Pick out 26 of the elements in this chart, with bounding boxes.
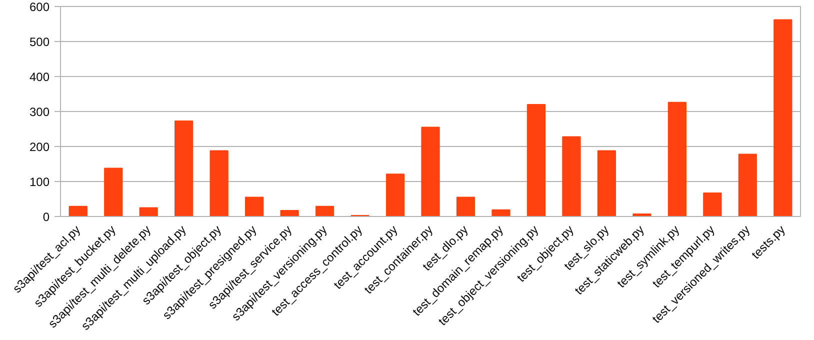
y-tick-label: 300 — [29, 105, 50, 119]
bar — [315, 206, 334, 216]
bar — [738, 154, 757, 216]
y-tick-label: 500 — [29, 35, 50, 49]
bar — [421, 126, 440, 216]
y-tick-label: 400 — [29, 70, 50, 84]
bar — [597, 150, 616, 216]
bar — [68, 206, 88, 216]
bar — [456, 196, 476, 216]
y-tick-label: 100 — [29, 175, 50, 189]
bar — [668, 102, 686, 216]
bar — [139, 207, 158, 216]
bar — [174, 120, 194, 216]
bar — [210, 150, 228, 216]
y-tick-label: 0 — [42, 210, 50, 224]
bar — [774, 19, 792, 216]
y-tick-label: 600 — [29, 0, 50, 14]
bar — [562, 136, 581, 216]
y-tick-label: 200 — [29, 140, 50, 154]
bar — [245, 196, 264, 216]
bar — [492, 209, 510, 216]
bar — [526, 104, 546, 216]
bar — [386, 174, 405, 216]
bar — [280, 210, 299, 216]
bar — [104, 168, 123, 216]
bar — [703, 192, 722, 216]
